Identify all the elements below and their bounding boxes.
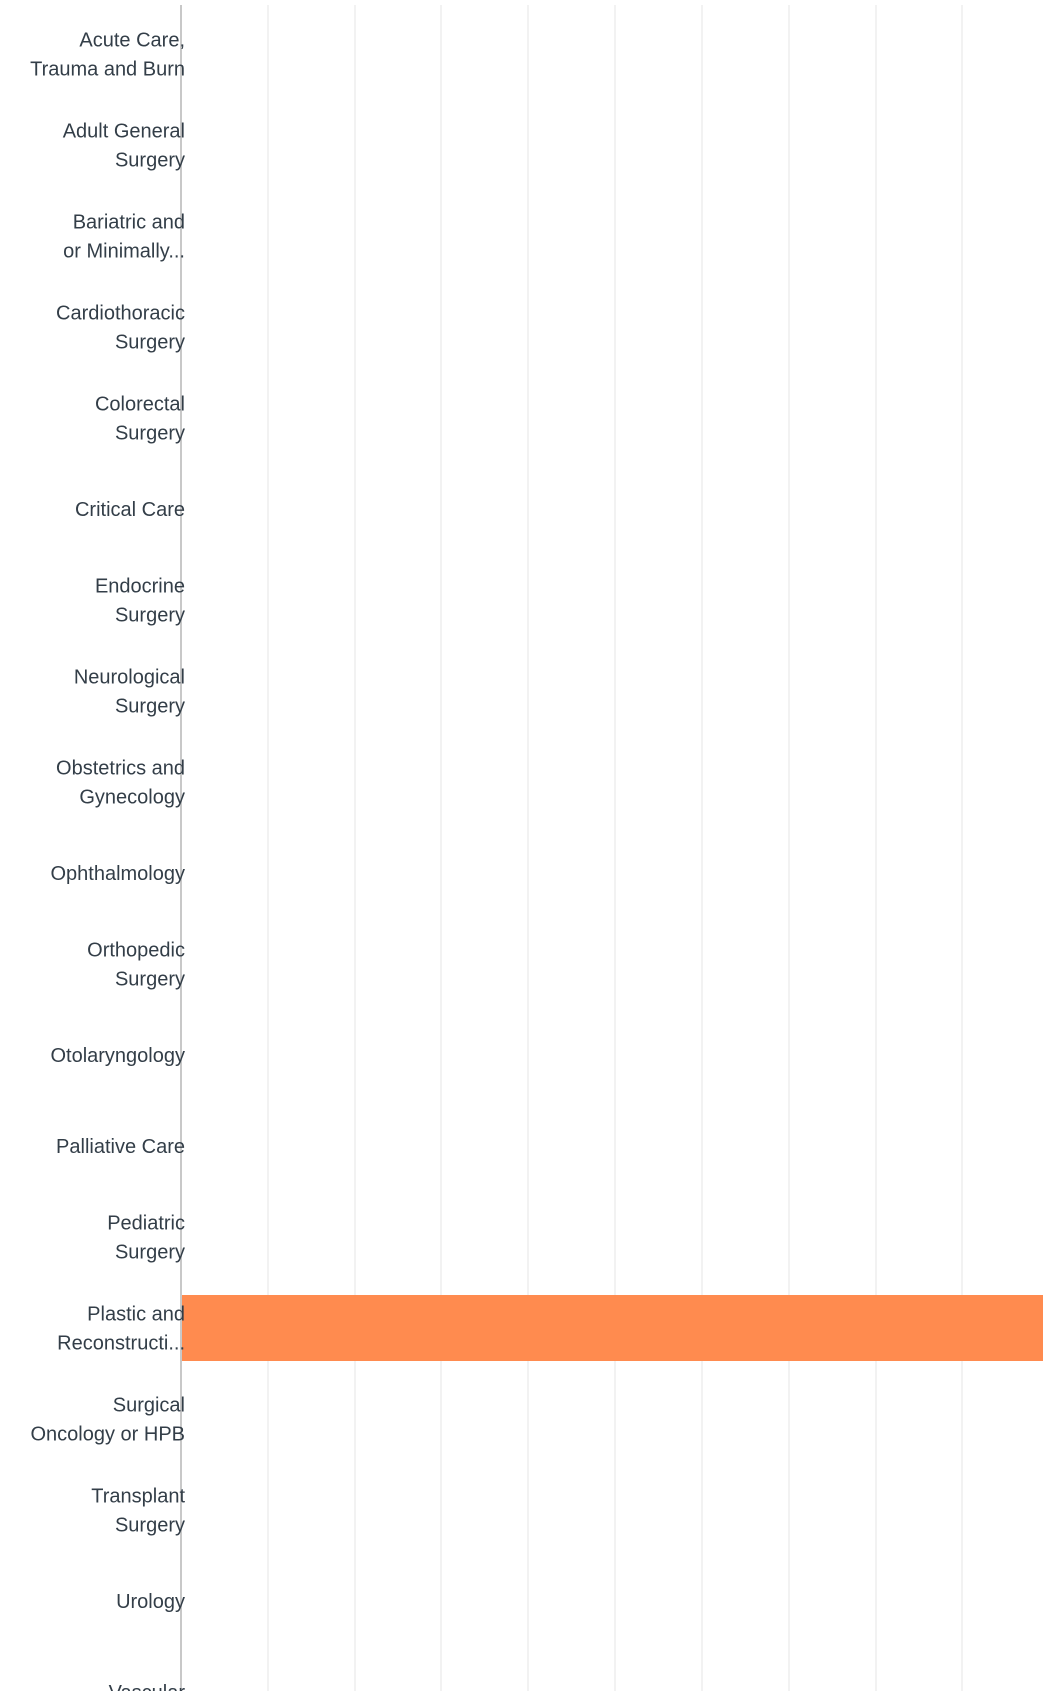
category-label-6: Critical Care — [75, 499, 185, 521]
category-label-10: Ophthalmology — [50, 863, 185, 885]
category-label-19: Vascular — [109, 1682, 186, 1691]
category-labels: Acute Care, Trauma and Burn Adult General S… — [30, 30, 185, 1691]
category-label-4: Cardiothoracic Surgery — [56, 303, 185, 354]
category-label-5: Colorectal Surgery — [95, 394, 185, 445]
category-label-9: Obstetrics and Gynecology — [56, 758, 185, 809]
category-label-12: Otolaryngology — [50, 1045, 185, 1067]
category-label-18: Urology — [116, 1591, 185, 1613]
bar-15 — [181, 1295, 1043, 1361]
category-label-1: Acute Care, Trauma and Burn — [30, 30, 185, 81]
gridlines — [267, 5, 963, 1691]
category-label-2: Adult General Surgery — [63, 121, 185, 172]
category-label-14: Pediatric Surgery — [107, 1213, 185, 1264]
category-label-15: Plastic and Reconstructi... — [57, 1304, 185, 1355]
category-label-17: Transplant Surgery — [91, 1486, 185, 1537]
category-label-8: Neurological Surgery — [74, 667, 185, 718]
category-label-13: Palliative Care — [56, 1136, 185, 1158]
category-label-3: Bariatric and or Minimally... — [63, 212, 185, 263]
category-label-7: Endocrine Surgery — [95, 576, 185, 627]
bars — [181, 1295, 1043, 1361]
category-label-16: Surgical Oncology or HPB — [30, 1395, 185, 1446]
category-label-11: Orthopedic Surgery — [87, 940, 185, 991]
